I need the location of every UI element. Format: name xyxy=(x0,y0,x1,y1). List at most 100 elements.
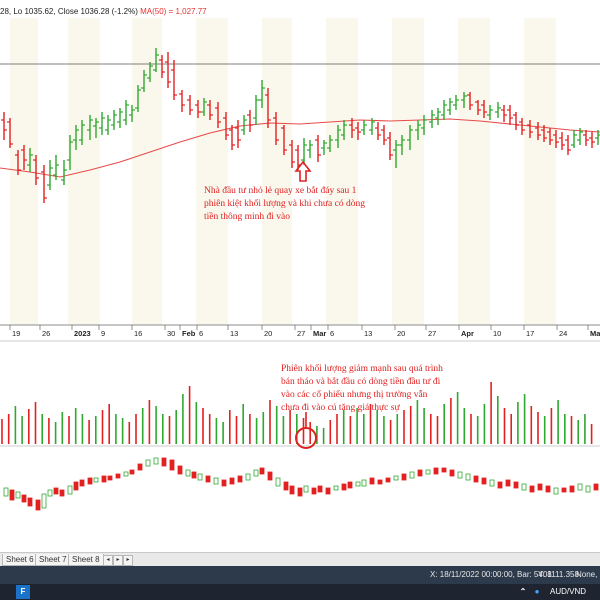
x-tick-label: Feb xyxy=(182,329,196,338)
x-tick-label: 6 xyxy=(330,329,334,338)
x-tick-label: 9 xyxy=(101,329,105,338)
oscillator-candle xyxy=(79,479,85,487)
tray-arrow-icon[interactable]: ⌃ xyxy=(519,587,527,596)
volume-histogram xyxy=(1,382,593,444)
oscillator-candle xyxy=(21,494,27,503)
oscillator-candle xyxy=(59,489,65,497)
oscillator-candle xyxy=(545,485,551,493)
x-tick-label: 17 xyxy=(526,329,534,338)
price-chart[interactable]: 19 26 2023 9 16 30 Feb 6 13 20 27 Mar 6 13 20 27 Apr 10 17… xyxy=(0,0,600,552)
oscillator-candle xyxy=(481,477,487,485)
oscillator-candle xyxy=(449,469,455,477)
oscillator-candle xyxy=(311,487,317,495)
week-band xyxy=(326,18,358,325)
oscillator-candle xyxy=(197,473,203,481)
x-tick-label: 20 xyxy=(397,329,405,338)
x-tick-label: 26 xyxy=(42,329,50,338)
oscillator-candle xyxy=(361,479,367,487)
oscillator-candle xyxy=(325,487,331,495)
oscillator-candle xyxy=(355,481,361,487)
oscillator-candle xyxy=(385,477,391,483)
oscillator-candle xyxy=(553,487,559,495)
x-tick-label: Apr xyxy=(461,329,474,338)
week-band xyxy=(458,18,490,325)
tab-scroll-right-icon[interactable]: ▸ xyxy=(113,555,123,566)
oscillator-candle xyxy=(441,467,447,473)
x-tick-label: 2023 xyxy=(74,329,91,338)
oscillator-candle xyxy=(401,473,407,481)
oscillator-candle xyxy=(115,473,121,479)
oscillator-candle xyxy=(577,483,583,491)
oscillator-candle xyxy=(317,485,323,493)
oscillator-candle xyxy=(27,497,33,507)
oscillator-candle xyxy=(153,457,159,465)
oscillator-candle xyxy=(417,469,423,477)
oscillator-candle xyxy=(53,487,59,495)
week-band xyxy=(262,18,292,325)
oscillator-candle xyxy=(67,485,73,495)
oscillator-candle xyxy=(237,475,243,483)
x-tick-label: 13 xyxy=(364,329,372,338)
oscillator-candle xyxy=(283,481,289,491)
oscillator-candle xyxy=(303,485,309,493)
oscillator-candle xyxy=(93,477,99,483)
x-tick-label: 13 xyxy=(230,329,238,338)
oscillator-candle xyxy=(161,457,167,467)
oscillator-candle xyxy=(177,465,183,475)
week-band xyxy=(132,18,162,325)
oscillator-candle xyxy=(259,467,265,475)
oscillator-candle xyxy=(497,481,503,489)
week-band xyxy=(196,18,228,325)
oscillator-candle xyxy=(433,467,439,475)
oscillator-candle xyxy=(73,481,79,491)
x-tick-label: 10 xyxy=(493,329,501,338)
currency-pair-label: AUD/VND xyxy=(550,587,587,596)
oscillator-candle xyxy=(47,489,53,497)
oscillator-candle xyxy=(425,469,431,475)
x-tick-label: Mar xyxy=(313,329,326,338)
oscillator-candle xyxy=(473,475,479,483)
oscillator-candle xyxy=(213,477,219,485)
oscillator-candle xyxy=(333,485,339,491)
tab-sheet-7[interactable]: Sheet 7 xyxy=(35,554,71,566)
oscillator-candle xyxy=(245,473,251,481)
week-band xyxy=(524,18,556,325)
x-tick-label: 24 xyxy=(559,329,567,338)
x-tick-label: 27 xyxy=(428,329,436,338)
sheet-tab-bar: Sheet 6 Sheet 7 Sheet 8 ◂ ▸ ▸ xyxy=(0,552,600,567)
tab-scroll-left-icon[interactable]: ◂ xyxy=(103,555,113,566)
oscillator-candle xyxy=(585,485,591,493)
tab-scroll-end-icon[interactable]: ▸ xyxy=(123,555,133,566)
oscillator-candle xyxy=(369,477,375,485)
oscillator-candle xyxy=(9,489,15,501)
x-tick-label: 16 xyxy=(134,329,142,338)
ohlc-header: 28, Lo 1035.62, Close 1036.28 (-1.2%) MA… xyxy=(0,7,207,16)
tab-sheet-6[interactable]: Sheet 6 xyxy=(2,554,38,566)
x-tick-label: 19 xyxy=(12,329,20,338)
oscillator-candle xyxy=(289,485,295,495)
price-bars xyxy=(1,48,600,203)
x-axis-labels: 19 26 2023 9 16 30 Feb 6 13 20 27 Mar 6 13 20 27 Apr 10 17… xyxy=(9,325,600,338)
oscillator-candle xyxy=(465,473,471,481)
tray-app-icon[interactable]: ● xyxy=(534,587,540,596)
volume-highlight-circle xyxy=(295,427,317,449)
up-arrow-icon xyxy=(294,160,312,182)
x-tick-label: 6 xyxy=(199,329,203,338)
start-button[interactable]: F xyxy=(16,585,30,599)
oscillator-candle xyxy=(15,491,21,499)
oscillator-candle xyxy=(297,487,303,497)
oscillator-candle xyxy=(409,471,415,479)
week-band xyxy=(392,18,424,325)
chart-area[interactable]: 19 26 2023 9 16 30 Feb 6 13 20 27 Mar 6 13 20 27 Apr 10 17… xyxy=(0,0,600,552)
x-tick-label: Ma xyxy=(590,329,600,338)
oscillator-candle xyxy=(267,471,273,481)
crosshair-readout: X: 18/11/2022 00:00:00, Bar: 5408 xyxy=(430,570,552,579)
oscillator-candle xyxy=(191,471,197,479)
oscillator-candle xyxy=(561,487,567,493)
oscillator-candles xyxy=(3,457,599,511)
ma50-polyline xyxy=(0,118,600,178)
oscillator-candle xyxy=(393,475,399,481)
oscillator-candle xyxy=(341,483,347,491)
tab-sheet-8[interactable]: Sheet 8 xyxy=(68,554,104,566)
oscillator-candle xyxy=(569,485,575,493)
